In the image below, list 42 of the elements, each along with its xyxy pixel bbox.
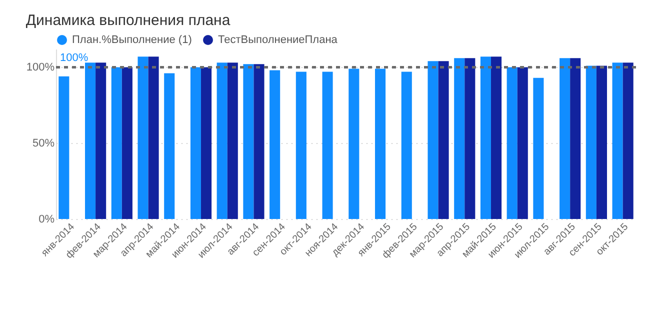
bar: [438, 61, 449, 219]
bar: [570, 58, 581, 219]
bar: [296, 72, 306, 219]
bar: [201, 67, 212, 219]
bar: [480, 56, 491, 219]
bar: [227, 62, 238, 219]
legend-label: План.%Выполнение (1): [72, 34, 192, 46]
bar: [122, 67, 132, 219]
bar: [428, 61, 438, 219]
bar: [348, 68, 360, 219]
bar: [491, 56, 502, 219]
bar: [190, 67, 201, 219]
bar: [560, 58, 570, 219]
bar: [96, 62, 106, 219]
bar: [254, 64, 264, 219]
bar: [138, 56, 148, 219]
bar: [586, 66, 596, 219]
bar: [375, 68, 386, 219]
y-tick-label: 50%: [32, 138, 55, 150]
bar: [111, 67, 122, 219]
bar: [622, 62, 634, 219]
y-tick-label: 100%: [26, 62, 55, 74]
bar: [243, 64, 254, 219]
legend-label: ТестВыполнениеПлана: [218, 34, 338, 46]
bar: [533, 78, 544, 219]
bar: [216, 62, 228, 219]
bar: [401, 72, 412, 219]
bar: [506, 67, 518, 219]
chart-title: Динамика выполнения плана: [26, 12, 231, 29]
y-tick-label: 0%: [38, 214, 55, 226]
bar: [454, 58, 465, 219]
bar: [596, 66, 607, 219]
ref-line-label: 100%: [60, 52, 88, 64]
bar: [517, 67, 528, 219]
bar: [58, 76, 70, 219]
bar: [85, 62, 96, 219]
bar: [322, 72, 333, 219]
bar: [612, 62, 623, 219]
bar: [270, 70, 280, 219]
bar: [464, 58, 476, 219]
bar: [164, 73, 175, 219]
bar: [148, 56, 159, 219]
